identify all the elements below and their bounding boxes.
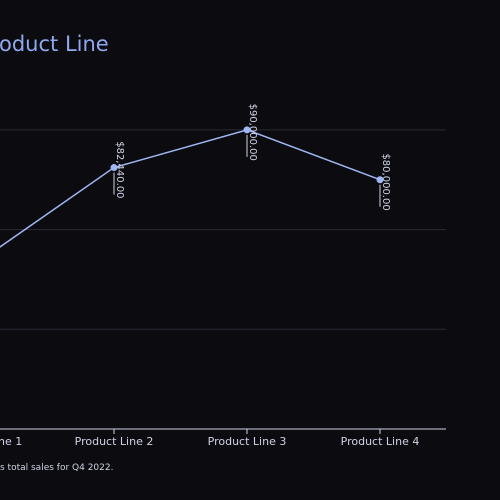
x-tick-label: Product Line 4 <box>341 435 420 448</box>
data-point <box>110 164 118 172</box>
data-label: $90,000.00 <box>247 104 258 161</box>
data-point <box>376 176 384 184</box>
data-labels: $82,440.00 $90,000.00 $80,000.00 <box>113 104 391 211</box>
data-label: $80,000.00 <box>380 153 391 210</box>
x-tick-label: Product Line 3 <box>208 435 287 448</box>
x-tick-label: ne 1 <box>0 435 22 448</box>
data-point <box>243 126 251 134</box>
data-points <box>110 126 384 184</box>
x-axis-ticks: ne 1 Product Line 2 Product Line 3 Product … <box>0 429 419 448</box>
chart-footnote: s total sales for Q4 2022. <box>0 463 113 473</box>
x-tick-label: Product Line 2 <box>75 435 154 448</box>
y-gridlines <box>0 129 446 330</box>
chart-title: oduct Line <box>0 32 109 56</box>
data-label: $82,440.00 <box>114 141 125 198</box>
series-line <box>0 129 381 248</box>
